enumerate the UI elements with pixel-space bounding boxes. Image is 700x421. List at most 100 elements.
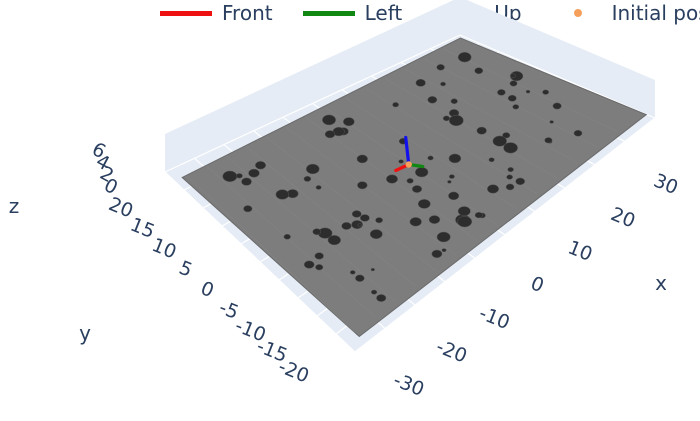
rock — [314, 252, 324, 260]
rock — [474, 67, 484, 75]
rock — [497, 89, 506, 96]
rock — [442, 115, 450, 122]
rock — [457, 216, 473, 228]
x-tick-label: -10 — [476, 302, 513, 334]
rock — [303, 260, 315, 269]
terrain-texture — [444, 49, 618, 132]
rock — [357, 181, 368, 190]
legend-label: Left — [364, 1, 403, 25]
rock — [312, 228, 322, 236]
side-wall — [460, 0, 655, 118]
rock — [343, 117, 355, 127]
y-axis-title: y — [79, 321, 91, 345]
rock — [356, 154, 368, 164]
rock — [411, 185, 423, 193]
rock — [457, 52, 472, 63]
rock — [255, 161, 266, 170]
rock — [474, 212, 483, 219]
y-tick-label: 10 — [149, 234, 180, 263]
rock — [376, 294, 387, 302]
legend-label: Front — [222, 1, 273, 25]
rock — [542, 89, 549, 95]
y-tick-label: 5 — [176, 257, 195, 282]
rock — [448, 174, 455, 179]
legend-item-initial-pose[interactable]: Initial pose — [552, 1, 700, 25]
rock — [427, 96, 438, 104]
x-tick-label: 0 — [528, 272, 547, 297]
rock — [502, 132, 511, 139]
rocks — [222, 52, 583, 302]
rock — [341, 222, 352, 230]
rock — [549, 120, 554, 124]
rock — [324, 130, 336, 139]
rock — [415, 78, 426, 87]
rock — [236, 173, 243, 179]
rock — [515, 177, 526, 186]
grid-line — [459, 34, 656, 119]
rock — [505, 183, 515, 191]
rock — [415, 167, 429, 178]
terrain-texture — [265, 136, 436, 271]
legend-item-left[interactable]: Left — [302, 1, 403, 25]
x-tick-label: -30 — [390, 369, 427, 401]
legend-label: Initial pose — [611, 1, 700, 25]
legend-swatch — [573, 9, 582, 17]
x-axis-title: x — [655, 271, 667, 295]
rock — [457, 206, 471, 216]
rock — [492, 135, 507, 147]
rock — [427, 155, 434, 161]
axis-titles: x y z — [9, 194, 667, 345]
rock — [476, 126, 487, 135]
rock — [222, 170, 238, 182]
rock — [375, 217, 383, 224]
rock — [428, 215, 441, 224]
x-tick-label: 20 — [608, 203, 639, 232]
rock — [440, 81, 446, 87]
rock — [248, 168, 260, 178]
rock — [327, 235, 341, 246]
y-tick-label: 0 — [198, 277, 217, 302]
rock — [544, 137, 553, 144]
rock — [573, 129, 583, 137]
y-tick-label: 15 — [127, 214, 158, 243]
rock — [448, 153, 462, 164]
initial-pose-marker — [405, 161, 412, 168]
rock — [305, 163, 320, 175]
rock — [398, 159, 404, 164]
rock — [488, 157, 495, 163]
rock — [506, 174, 513, 180]
x-tick-label: -20 — [433, 336, 470, 368]
rock — [450, 98, 458, 104]
rock — [360, 214, 370, 222]
back-wall — [165, 0, 460, 172]
rock — [448, 114, 464, 127]
rock — [409, 217, 422, 227]
rock — [303, 176, 312, 182]
z-axis-title: z — [9, 194, 20, 218]
rock — [357, 223, 362, 227]
rock — [510, 73, 516, 78]
rock — [512, 104, 520, 110]
terrain-texture — [186, 175, 356, 333]
rock — [241, 177, 252, 186]
rock — [503, 142, 518, 154]
rock — [355, 274, 365, 282]
terrain-texture — [385, 78, 557, 179]
rock — [275, 189, 290, 200]
x-tick-label: 30 — [650, 170, 681, 199]
terrain-texture — [285, 126, 457, 256]
terrain-texture — [424, 59, 598, 148]
rock — [386, 174, 398, 184]
terrain-texture — [245, 146, 416, 287]
legend-item-front[interactable]: Front — [160, 1, 273, 25]
grid-line — [164, 34, 461, 173]
rock — [552, 102, 562, 110]
rock — [243, 205, 253, 213]
rock — [525, 89, 531, 94]
legend-swatch — [160, 10, 212, 16]
rock — [351, 210, 362, 218]
rock — [349, 270, 356, 275]
pose-marker — [394, 135, 425, 173]
rock — [406, 178, 414, 184]
